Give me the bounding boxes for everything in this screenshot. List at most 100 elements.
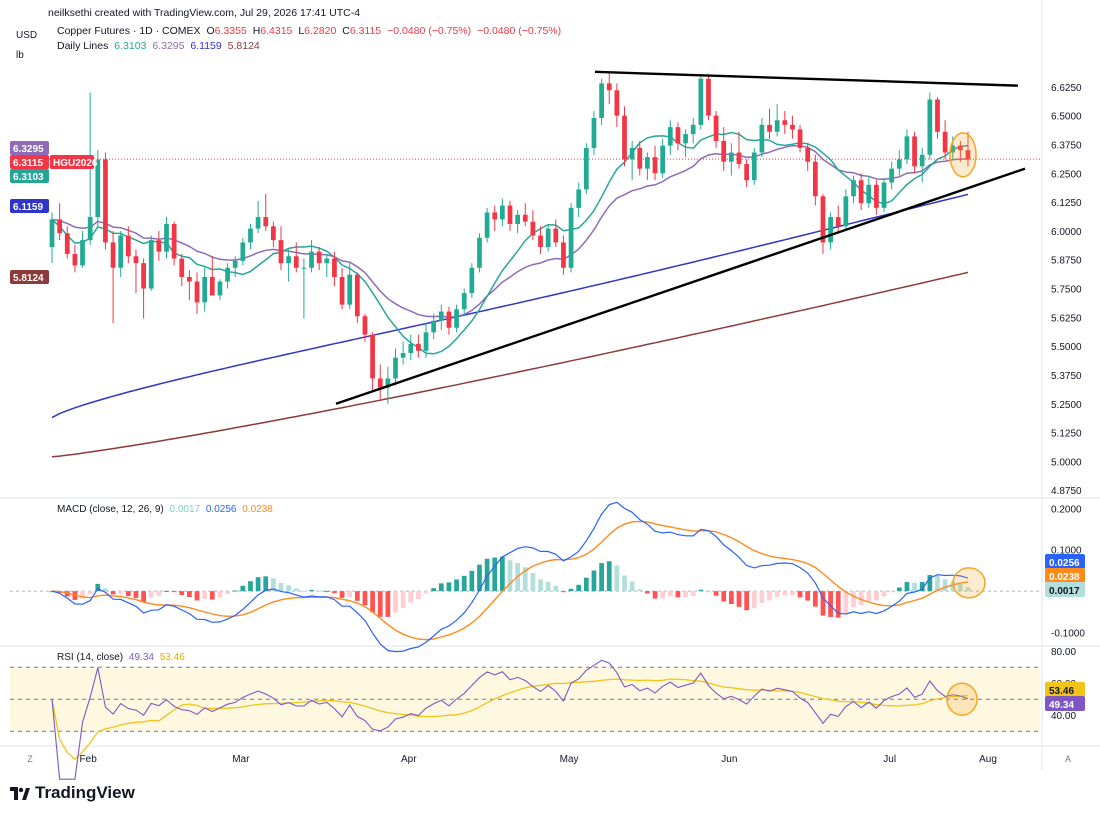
- candle-body: [278, 240, 284, 264]
- price-tick-label: 6.5000: [1051, 112, 1082, 123]
- time-label: Mar: [232, 754, 250, 765]
- macd-histogram-bar: [835, 591, 841, 618]
- price-tick-label: 6.3750: [1051, 140, 1082, 151]
- hist-value-tag: 0.0017: [1049, 586, 1080, 597]
- macd-histogram-bar: [148, 591, 154, 598]
- macd-histogram-bar: [492, 557, 498, 592]
- trendlines[interactable]: [335, 70, 1026, 405]
- macd-histogram-bar: [561, 591, 566, 593]
- macd-histogram-bar: [843, 591, 849, 614]
- macd-histogram-bar: [545, 581, 551, 592]
- candle-body: [446, 311, 452, 328]
- macd-histogram-bar: [660, 591, 666, 599]
- candle-body: [286, 256, 291, 264]
- macd-tick-label: 0.2000: [1051, 504, 1082, 515]
- rsi-header[interactable]: RSI (14, close) 49.34 53.46: [57, 652, 185, 663]
- ticker-tag: HGU2026: [53, 158, 98, 169]
- candle-body: [500, 205, 505, 220]
- macd-histogram-bar: [805, 591, 811, 601]
- macd-histogram-bar: [80, 591, 85, 599]
- ma-200-label: 5.8124: [13, 273, 44, 284]
- candle-body: [843, 196, 849, 227]
- candle-body: [515, 214, 520, 224]
- chart-canvas[interactable]: 6.6250 6.5000 6.3750 6.2500 6.1250 6.0000 5.87…: [0, 0, 1100, 780]
- macd-histogram-bar: [87, 591, 93, 595]
- time-label: Aug: [979, 754, 997, 765]
- price-tick-label: 5.3750: [1051, 371, 1082, 382]
- moving-averages: [10, 131, 1040, 458]
- rsi-value-tag: 49.34: [1049, 700, 1074, 711]
- candle-body: [202, 277, 208, 303]
- macd-histogram-bar: [164, 590, 169, 592]
- macd-histogram-bar: [820, 591, 826, 616]
- macd-histogram-bar: [255, 577, 261, 592]
- candle-body: [904, 136, 910, 160]
- macd-histogram-bar: [377, 591, 383, 617]
- macd-histogram-bar: [202, 591, 208, 599]
- tradingview-logo[interactable]: TradingView: [10, 783, 135, 803]
- macd-histogram-bar: [713, 591, 719, 596]
- macd-tick-label: 0.1000: [1051, 546, 1082, 557]
- macd-histogram-bar: [522, 567, 528, 592]
- currency-label[interactable]: USD: [16, 30, 38, 41]
- candle-body: [912, 136, 917, 167]
- rsi-tick-label: 80.00: [1051, 647, 1076, 658]
- candle-body: [812, 161, 818, 197]
- macd-histogram-bar: [568, 588, 574, 592]
- credit-text: neilksethi created with TradingView.com,…: [48, 7, 361, 19]
- candle-body: [461, 293, 467, 310]
- candle-body: [958, 145, 963, 151]
- candle-body: [194, 281, 200, 303]
- macd-histogram-bar: [637, 589, 643, 592]
- signal-value-tag-bg: [1045, 568, 1085, 583]
- macd-histogram-bar: [370, 591, 375, 613]
- candle-body: [209, 277, 215, 296]
- macd-histogram-bar: [881, 591, 887, 597]
- macd-value-tag: 0.0256: [1049, 558, 1080, 569]
- macd-histogram-bar: [171, 591, 177, 593]
- macd-histogram-bar: [942, 579, 948, 592]
- macd-histogram-bar: [797, 591, 803, 598]
- candle-body: [362, 316, 368, 335]
- candle-body: [507, 205, 513, 224]
- candle-body: [652, 157, 658, 174]
- rsi-line: [51, 659, 969, 780]
- candle-body: [225, 267, 230, 282]
- macd-histogram-bar: [469, 570, 475, 592]
- daily-lines-legend[interactable]: Daily Lines 6.3103 6.3295 6.1159 5.8124: [57, 40, 260, 52]
- ma-short-label-bg: [10, 169, 49, 183]
- macd-histogram-bar: [309, 589, 314, 592]
- unit-label[interactable]: lb: [16, 50, 24, 61]
- candle-body: [408, 343, 414, 354]
- price-axis: 6.6250 6.5000 6.3750 6.2500 6.1250 6.0000 5.87…: [1051, 83, 1082, 497]
- macd-histogram-bar: [500, 556, 505, 592]
- candle-body: [187, 277, 192, 282]
- ma-long-label-bg: [10, 199, 49, 213]
- price-tick-label: 5.6250: [1051, 313, 1082, 324]
- ma-long-label: 6.1159: [13, 202, 43, 213]
- candle-body: [179, 258, 185, 277]
- macd-histogram-bar: [400, 591, 406, 608]
- last-price-label: 6.3115: [13, 158, 43, 169]
- signal-value-tag: 0.0238: [1049, 572, 1080, 583]
- macd-header[interactable]: MACD (close, 12, 26, 9) 0.0017 0.0256 0.…: [57, 504, 273, 515]
- macd-histogram-bar: [232, 590, 238, 592]
- price-tick-label: 5.5000: [1051, 342, 1082, 353]
- candle-body: [232, 260, 238, 268]
- candle-body: [683, 134, 688, 144]
- macd-histogram-bar: [95, 583, 101, 592]
- macd-histogram-bar: [645, 591, 650, 594]
- macd-histogram-bar: [927, 575, 933, 592]
- brand-name: TradingView: [35, 783, 135, 802]
- timezone-button: Z: [27, 754, 33, 764]
- macd-histogram-bar: [874, 591, 879, 601]
- time-label: Apr: [401, 754, 417, 765]
- macd-histogram-bar: [408, 591, 414, 603]
- change-value: −0.0480 (−0.75%): [387, 25, 472, 37]
- grid: [0, 0, 1100, 770]
- macd-histogram-bar: [118, 591, 124, 594]
- macd-histogram-bar: [866, 591, 872, 601]
- symbol-name[interactable]: Copper Futures · 1D · COMEX: [57, 25, 201, 37]
- macd-histogram-bar: [965, 587, 971, 592]
- candle-body: [164, 223, 169, 252]
